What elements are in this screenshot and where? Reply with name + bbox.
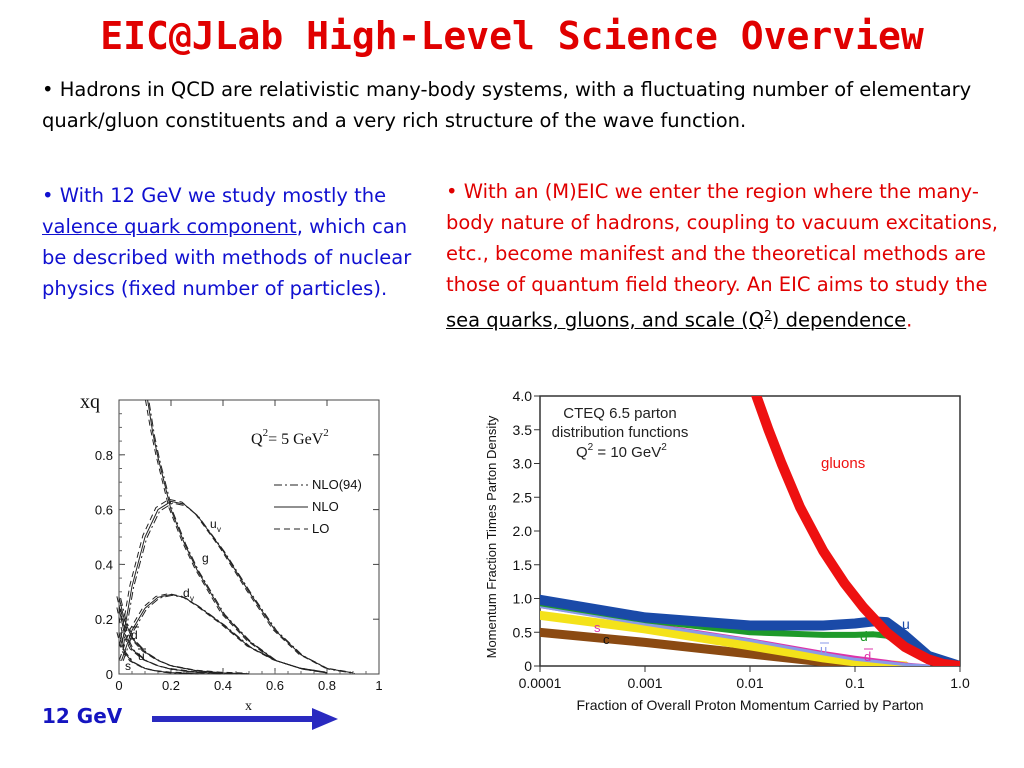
y-tick-label: 0.4: [95, 557, 113, 572]
curve-d_v: [122, 594, 329, 674]
y-tick-label: 3.0: [513, 456, 533, 472]
label-ubar: u: [138, 649, 145, 663]
page-title: EIC@JLab High-Level Science Overview: [100, 14, 924, 58]
sea-quarks-sup: 2: [764, 308, 772, 322]
valence-pdf-chart: 0 0.2 0.4 0.6 0.8 1 0 0.2 0.4 0.6 0.8 xq x Q2= 5 GeV2…: [80, 391, 383, 714]
bullet-12gev: • With 12 GeV we study mostly the valenc…: [42, 180, 422, 304]
band-ubar: [540, 605, 930, 666]
annotation-line3: Q2 = 10 GeV2: [576, 442, 667, 461]
curve-d_v: [121, 593, 328, 674]
sea-quarks-text-a: sea quarks, gluons, and scale (Q: [446, 308, 765, 332]
y-axis-label: Momentum Fraction Times Parton Density: [484, 415, 499, 658]
x-tick-label: 0.8: [318, 678, 336, 693]
y-tick-label: 0.8: [95, 448, 113, 463]
bullet-hadrons: • Hadrons in QCD are relativistic many-b…: [42, 74, 1002, 136]
x-axis-label: Fraction of Overall Proton Momentum Carr…: [576, 697, 923, 712]
y-tick-label: 0.2: [95, 612, 113, 627]
y-tick-label: 4.0: [513, 388, 533, 404]
curve-d_v: [119, 593, 325, 673]
bullet-text-end: .: [906, 308, 913, 332]
q2-annotation: Q2= 5 GeV2: [251, 427, 329, 448]
x-tick-label: 0.01: [736, 675, 763, 691]
label-dv: d: [183, 586, 190, 600]
curve-u_v: [119, 498, 351, 673]
bullet-text-post: , which can be described with methods of…: [42, 215, 412, 300]
y-tick-label: 1.5: [513, 557, 533, 573]
y-tick-label: 2.5: [513, 489, 533, 505]
y-tick-label: 3.5: [513, 422, 533, 438]
curve-u_v: [122, 502, 355, 674]
energy-label: 12 GeV: [42, 704, 123, 728]
cteq-pdf-chart: 0 0.5 1.0 1.5 2.0 2.5 3.0 3.5 4.0 0.0001 0.001 0.01…: [484, 388, 970, 712]
curve-ubar: [120, 608, 225, 675]
bullet-text-pre: With 12 GeV we study mostly the: [59, 184, 387, 207]
x-tick-label: 0.1: [845, 675, 865, 691]
y-axis-label: xq: [80, 391, 100, 413]
label-s: s: [125, 659, 131, 673]
bullet-marker: •: [446, 180, 458, 203]
label-g: g: [202, 551, 209, 565]
label-c: c: [603, 632, 610, 647]
label-u: u: [902, 616, 910, 632]
y-tick-label: 0.5: [513, 624, 533, 640]
x-axis-label: x: [245, 699, 252, 714]
x-tick-label: 0.6: [266, 678, 284, 693]
plot-frame: [118, 399, 380, 675]
label-gluons: gluons: [821, 455, 865, 472]
bullet-meic: • With an (M)EIC we enter the region whe…: [446, 176, 1006, 336]
y-tick-label: 1.0: [513, 591, 533, 607]
annotation-line2: distribution functions: [552, 424, 689, 441]
y-tick-label: 0: [524, 658, 532, 674]
annotation-line1: CTEQ 6.5 parton: [563, 405, 676, 422]
label-d: d: [860, 628, 868, 644]
label-ubar: u: [820, 642, 827, 657]
x-tick-label: 0: [115, 678, 122, 693]
plot-area: [540, 396, 960, 666]
y-tick-label: 0: [106, 667, 113, 682]
energy-arrow: [152, 708, 338, 730]
curve-s: [116, 632, 195, 674]
label-uv-sub: v: [217, 525, 221, 534]
label-dbar: d: [864, 649, 871, 664]
band-s: [540, 610, 910, 666]
bullet-text: Hadrons in QCD are relativistic many-bod…: [42, 78, 972, 132]
legend-label: LO: [312, 521, 329, 536]
bullet-text-pre: With an (M)EIC we enter the region where…: [446, 180, 998, 296]
x-tick-label: 0.4: [214, 678, 232, 693]
curve-s: [120, 633, 199, 675]
label-dbar: d: [131, 628, 138, 642]
sea-quarks-text-b: ) dependence: [771, 308, 907, 332]
x-tick-label: 0.001: [627, 675, 662, 691]
x-tick-label: 0.0001: [519, 675, 562, 691]
curve-dbar: [116, 596, 247, 674]
label-dv-sub: v: [190, 594, 194, 603]
y-tick-label: 0.6: [95, 503, 113, 518]
legend-label: NLO(94): [312, 477, 362, 492]
valence-quark-link: valence quark component: [42, 215, 297, 238]
band-gluons: [751, 396, 960, 666]
y-tick-label: 2.0: [513, 523, 533, 539]
x-tick-label: 0.2: [162, 678, 180, 693]
x-tick-label: 1: [375, 678, 382, 693]
label-s: s: [594, 620, 601, 635]
band-u: [540, 594, 960, 666]
x-tick-label: 1.0: [950, 675, 970, 691]
legend-label: NLO: [312, 499, 339, 514]
bullet-marker: •: [42, 78, 54, 101]
label-uv: u: [210, 517, 217, 531]
curve-u_v: [121, 500, 354, 674]
bullet-marker: •: [42, 184, 54, 207]
